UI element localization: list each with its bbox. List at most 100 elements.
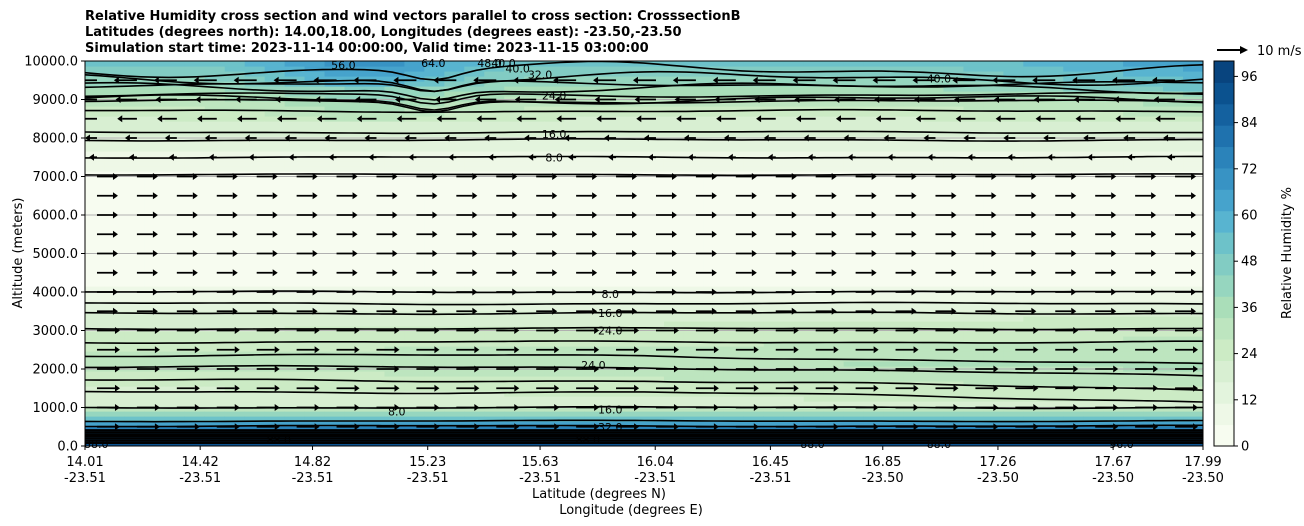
rh-cell [484,246,505,252]
rh-cell [1023,111,1044,117]
rh-cell [1003,356,1024,362]
rh-cell [264,141,286,147]
rh-cell [404,421,425,427]
rh-cell [1163,186,1184,192]
rh-cell [843,286,865,292]
rh-cell [1163,206,1184,212]
rh-cell [903,121,925,127]
rh-cell [244,146,266,152]
rh-cell [963,296,984,302]
rh-cell [544,96,565,102]
rh-cell [1023,126,1044,132]
rh-cell [1123,121,1144,127]
rh-cell [624,111,645,117]
rh-cell [624,351,645,357]
rh-cell [1003,141,1024,147]
rh-cell [1183,136,1203,142]
rh-cell [1023,196,1044,202]
rh-cell [903,156,925,162]
rh-cell [364,236,386,242]
rh-cell [344,416,366,422]
rh-cell [1163,191,1184,197]
rh-cell [504,131,525,137]
rh-cell [144,416,166,422]
rh-cell [504,161,525,167]
rh-cell [364,256,386,262]
wind-vector-head [592,250,598,257]
rh-cell [1143,86,1164,92]
rh-cell [364,76,386,82]
rh-cell [624,161,645,167]
rh-cell [983,261,1004,267]
rh-cell [803,301,825,307]
rh-cell [424,121,445,127]
rh-cell [344,376,366,382]
rh-cell [104,141,126,147]
rh-cell [1083,201,1104,207]
rh-cell [1043,321,1064,327]
rh-cell [244,236,266,242]
wind-vector-head [112,288,118,296]
rh-cell [584,161,605,167]
rh-cell [723,236,745,242]
rh-cell [564,321,585,327]
rh-cell [863,141,885,147]
rh-cell [863,396,885,402]
rh-cell [803,281,825,287]
rh-cell [164,161,186,167]
rh-cell [763,426,785,432]
rh-cell [104,61,126,67]
rh-cell [903,336,925,342]
rh-cell [803,286,825,292]
wind-vector-head [154,346,160,354]
rh-cell [963,381,984,387]
wind-vector-head [1071,307,1077,315]
rh-cell [883,336,905,342]
rh-cell [444,371,465,377]
rh-cell [723,386,745,392]
rh-cell [384,201,406,207]
rh-cell [444,416,465,422]
rh-cell [604,331,625,337]
rh-cell [284,166,306,172]
rh-cell [863,61,885,67]
rh-cell [624,276,645,282]
rh-cell [204,321,226,327]
rh-cell [1103,66,1124,72]
rh-cell [1063,206,1084,212]
rh-cell [324,71,346,77]
wind-vector-head [913,384,919,392]
rh-cell [1003,241,1024,247]
rh-cell [504,206,525,212]
rh-cell [344,191,366,197]
rh-cell [364,226,386,232]
rh-cell [723,381,745,387]
wind-vector-head [234,404,240,411]
rh-cell [584,96,605,102]
rh-cell [883,291,905,297]
rh-cell [1043,161,1064,167]
rh-cell [903,351,925,357]
rh-cell [943,151,965,157]
rh-cell [983,256,1004,262]
rh-cell [544,281,565,287]
rh-cell [364,376,386,382]
rh-cell [284,286,306,292]
rh-cell [164,336,186,342]
rh-cell [304,341,326,347]
rh-cell [1143,66,1164,72]
rh-cell [1003,291,1024,297]
rh-cell [823,171,845,177]
rh-cell [644,106,665,112]
rh-cell [364,121,386,127]
rh-cell [644,216,665,222]
rh-cell [564,216,585,222]
rh-cell [544,216,565,222]
rh-cell [1123,61,1144,67]
rh-cell [1023,236,1044,242]
rh-cell [983,156,1004,162]
rh-cell [584,296,605,302]
rh-cell [983,61,1004,67]
rh-cell [863,171,885,177]
rh-cell [384,221,406,227]
